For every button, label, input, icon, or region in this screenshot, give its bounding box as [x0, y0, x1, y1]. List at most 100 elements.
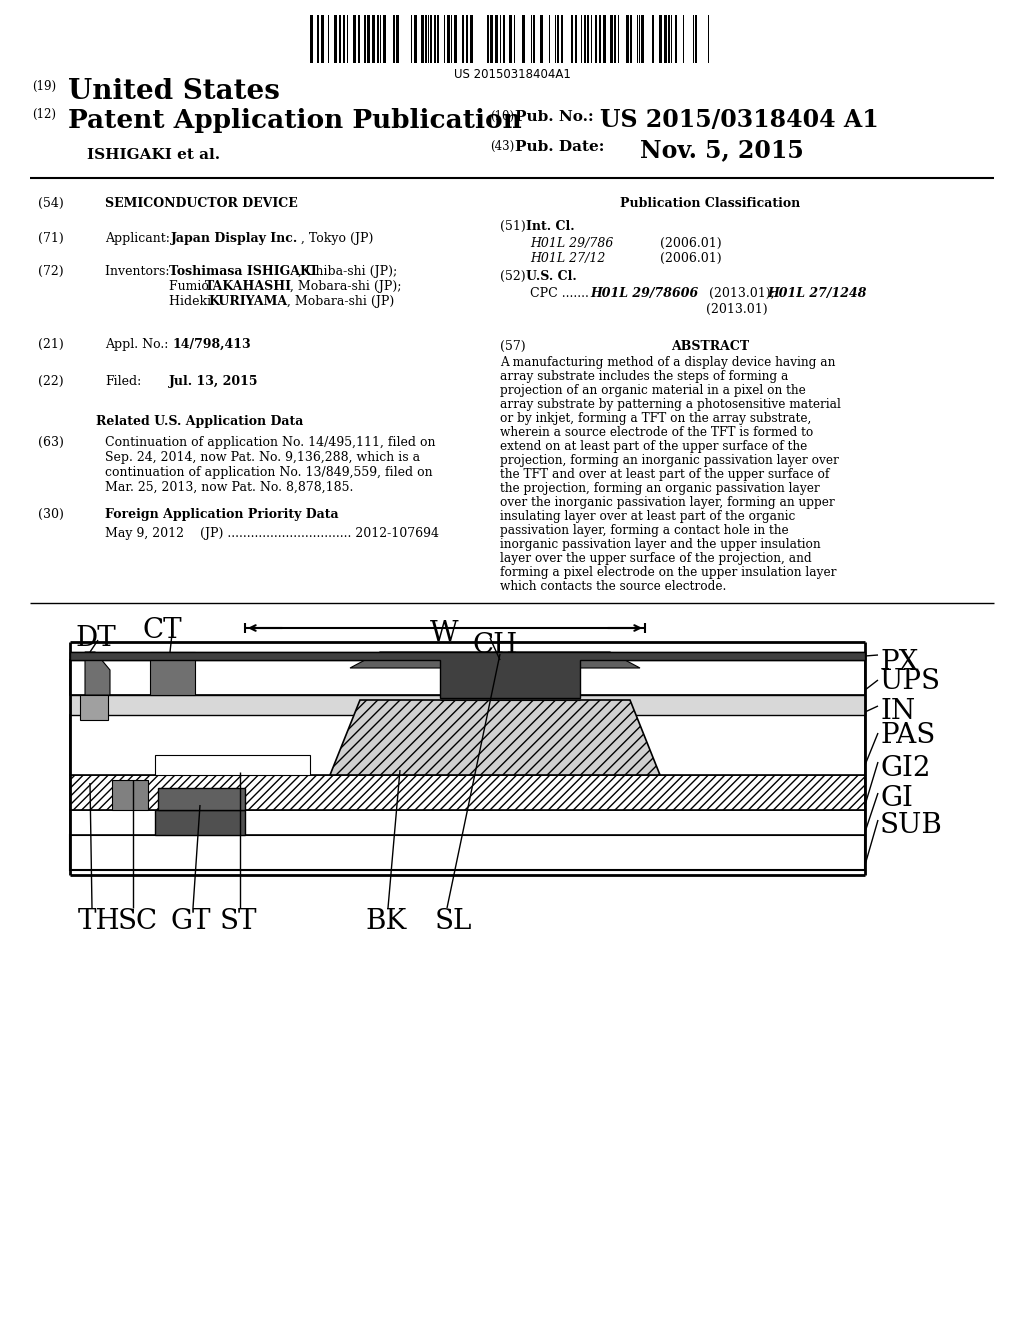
Text: (10): (10) — [490, 110, 514, 123]
Text: A manufacturing method of a display device having an: A manufacturing method of a display devi… — [500, 356, 836, 370]
Text: Sep. 24, 2014, now Pat. No. 9,136,288, which is a: Sep. 24, 2014, now Pat. No. 9,136,288, w… — [105, 451, 420, 465]
Bar — [534, 15, 535, 63]
Text: projection, forming an inorganic passivation layer over: projection, forming an inorganic passiva… — [500, 454, 839, 467]
Bar — [70, 696, 865, 715]
Text: US 20150318404A1: US 20150318404A1 — [454, 69, 570, 81]
Text: layer over the upper surface of the projection, and: layer over the upper surface of the proj… — [500, 552, 812, 565]
Bar — [393, 15, 395, 63]
Text: inorganic passivation layer and the upper insulation: inorganic passivation layer and the uppe… — [500, 539, 820, 550]
Text: Foreign Application Priority Data: Foreign Application Priority Data — [105, 508, 339, 521]
Text: (19): (19) — [32, 81, 56, 92]
Bar — [540, 15, 543, 63]
Text: GT: GT — [170, 908, 211, 935]
Text: Pub. No.:: Pub. No.: — [515, 110, 594, 124]
Text: KURIYAMA: KURIYAMA — [208, 294, 287, 308]
Bar — [487, 15, 489, 63]
Text: Filed:: Filed: — [105, 375, 141, 388]
Polygon shape — [70, 652, 865, 698]
Bar — [659, 15, 662, 63]
Text: Appl. No.:: Appl. No.: — [105, 338, 176, 351]
Text: H01L 27/1248: H01L 27/1248 — [767, 286, 866, 300]
Bar — [495, 15, 498, 63]
Text: DT: DT — [75, 624, 116, 652]
Text: (12): (12) — [32, 108, 56, 121]
Bar — [364, 15, 366, 63]
Text: Jul. 13, 2015: Jul. 13, 2015 — [169, 375, 258, 388]
Bar — [317, 15, 319, 63]
Text: (22): (22) — [38, 375, 63, 388]
Text: (54): (54) — [38, 197, 63, 210]
Bar — [414, 15, 417, 63]
Bar — [575, 15, 577, 63]
Text: IN: IN — [880, 698, 915, 725]
Bar — [462, 15, 464, 63]
Bar — [641, 15, 644, 63]
Text: (72): (72) — [38, 265, 63, 279]
Text: CH: CH — [472, 632, 517, 659]
Text: H01L 29/78606: H01L 29/78606 — [590, 286, 698, 300]
Bar — [599, 15, 601, 63]
Text: TAKAHASHI: TAKAHASHI — [205, 280, 292, 293]
Bar — [587, 15, 589, 63]
Bar — [383, 15, 386, 63]
Bar — [626, 15, 629, 63]
Text: Int. Cl.: Int. Cl. — [526, 220, 574, 234]
Bar — [614, 15, 616, 63]
Bar — [490, 15, 493, 63]
Bar — [652, 15, 654, 63]
Text: ABSTRACT: ABSTRACT — [671, 341, 750, 352]
Text: , Tokyo (JP): , Tokyo (JP) — [301, 232, 374, 246]
Text: Fumio: Fumio — [169, 280, 213, 293]
Bar — [321, 15, 324, 63]
Text: continuation of application No. 13/849,559, filed on: continuation of application No. 13/849,5… — [105, 466, 432, 479]
Bar — [372, 15, 375, 63]
Bar — [595, 15, 597, 63]
Bar — [664, 15, 667, 63]
Text: (2013.01): (2013.01) — [530, 304, 768, 315]
Text: passivation layer, forming a contact hole in the: passivation layer, forming a contact hol… — [500, 524, 788, 537]
Text: Toshimasa ISHIGAKI: Toshimasa ISHIGAKI — [169, 265, 316, 279]
Text: PX: PX — [880, 649, 919, 676]
Polygon shape — [85, 652, 110, 696]
Text: SUB: SUB — [880, 812, 943, 840]
Text: over the inorganic passivation layer, forming an upper: over the inorganic passivation layer, fo… — [500, 496, 835, 510]
Bar — [70, 775, 865, 810]
Bar — [70, 652, 865, 660]
Text: extend on at least part of the upper surface of the: extend on at least part of the upper sur… — [500, 440, 807, 453]
Text: insulating layer over at least part of the organic: insulating layer over at least part of t… — [500, 510, 796, 523]
Text: Inventors:: Inventors: — [105, 265, 173, 279]
Bar — [668, 15, 670, 63]
Text: May 9, 2012    (JP) ................................ 2012-107694: May 9, 2012 (JP) .......................… — [105, 527, 439, 540]
Text: which contacts the source electrode.: which contacts the source electrode. — [500, 579, 726, 593]
Bar — [70, 660, 865, 696]
Text: SC: SC — [118, 908, 158, 935]
Text: Patent Application Publication: Patent Application Publication — [68, 108, 522, 133]
Text: Hideki: Hideki — [169, 294, 215, 308]
Text: , Mobara-shi (JP);: , Mobara-shi (JP); — [290, 280, 401, 293]
Text: W: W — [430, 620, 459, 647]
Bar — [470, 15, 473, 63]
Text: 14/798,413: 14/798,413 — [173, 338, 252, 351]
Bar — [158, 788, 245, 810]
Bar — [561, 15, 563, 63]
Text: CT: CT — [142, 616, 181, 644]
Text: (63): (63) — [38, 436, 63, 449]
Bar — [466, 15, 468, 63]
Bar — [610, 15, 613, 63]
Text: (21): (21) — [38, 338, 63, 351]
Bar — [155, 810, 245, 836]
Bar — [334, 15, 337, 63]
Text: (2006.01): (2006.01) — [660, 238, 722, 249]
Text: or by inkjet, forming a TFT on the array substrate,: or by inkjet, forming a TFT on the array… — [500, 412, 811, 425]
Bar — [310, 15, 313, 63]
Bar — [112, 780, 148, 810]
Text: array substrate by patterning a photosensitive material: array substrate by patterning a photosen… — [500, 399, 841, 411]
Bar — [377, 15, 379, 63]
Text: Applicant:: Applicant: — [105, 232, 178, 246]
Bar — [80, 696, 108, 719]
Text: array substrate includes the steps of forming a: array substrate includes the steps of fo… — [500, 370, 788, 383]
Text: BK: BK — [365, 908, 407, 935]
Text: projection of an organic material in a pixel on the: projection of an organic material in a p… — [500, 384, 806, 397]
Bar — [434, 15, 436, 63]
Text: , Chiba-shi (JP);: , Chiba-shi (JP); — [298, 265, 397, 279]
